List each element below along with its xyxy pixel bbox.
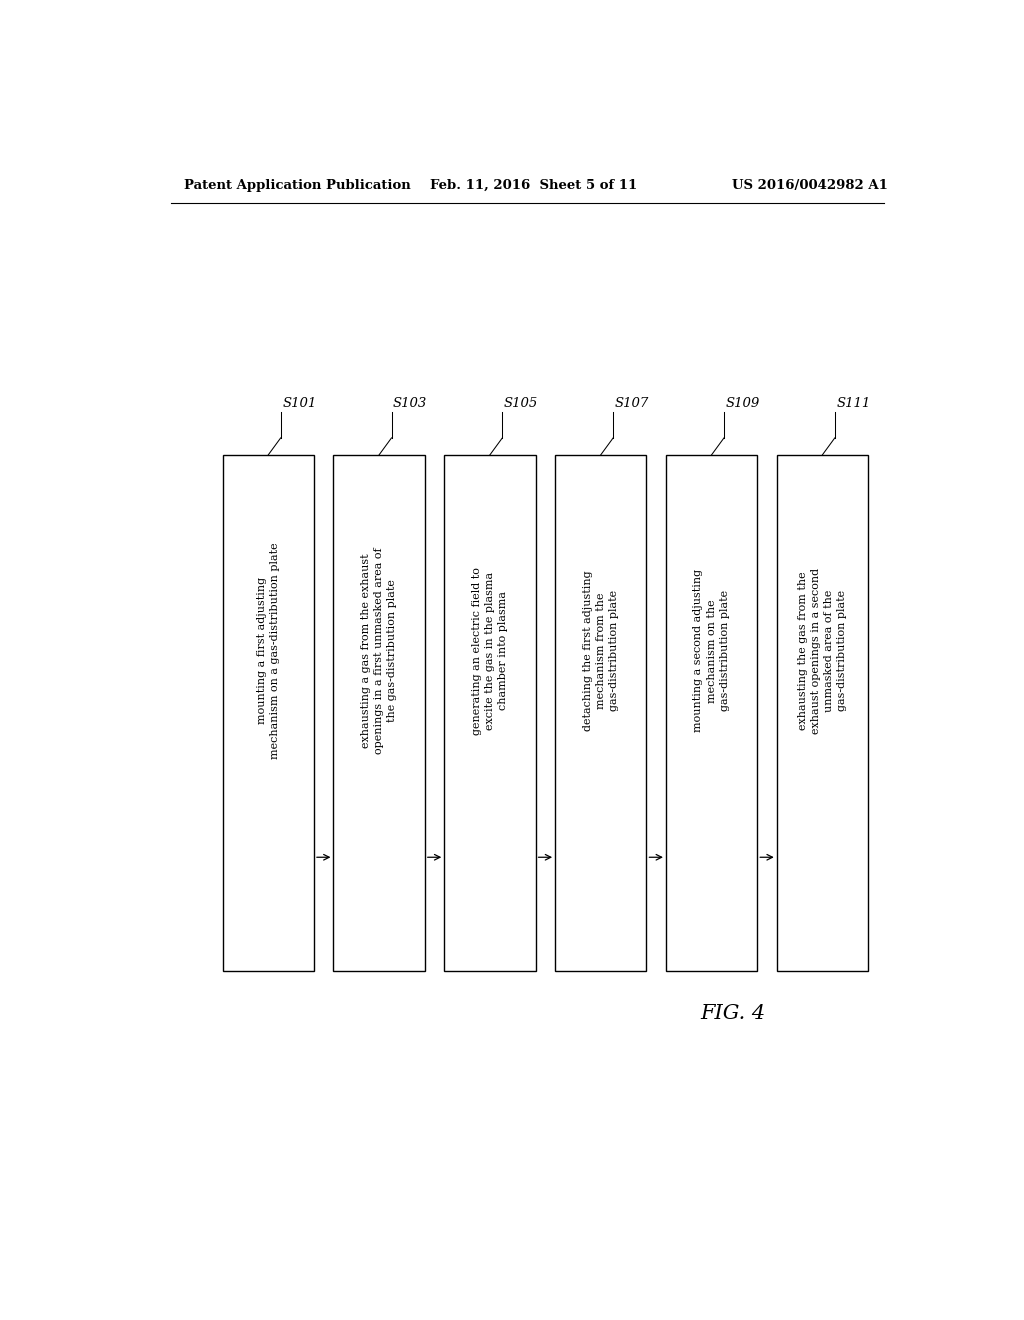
Text: generating an electric field to
excite the gas in the plasma
chamber into plasma: generating an electric field to excite t… — [472, 568, 508, 735]
Text: Feb. 11, 2016  Sheet 5 of 11: Feb. 11, 2016 Sheet 5 of 11 — [430, 178, 638, 191]
Text: S111: S111 — [837, 397, 870, 411]
Text: detaching the first adjusting
mechanism from the
gas-distribution plate: detaching the first adjusting mechanism … — [583, 570, 618, 731]
Bar — [222, 455, 314, 970]
Bar — [334, 455, 425, 970]
Bar — [555, 455, 646, 970]
Text: mounting a second adjusting
mechanism on the
gas-distribution plate: mounting a second adjusting mechanism on… — [693, 569, 730, 733]
Text: S109: S109 — [726, 397, 760, 411]
Bar — [444, 455, 536, 970]
Text: exhausting the gas from the
exhaust openings in a second
unmasked area of the
ga: exhausting the gas from the exhaust open… — [798, 568, 847, 734]
Text: mounting a first adjusting
mechanism on a gas-distribution plate: mounting a first adjusting mechanism on … — [257, 543, 280, 759]
Text: FIG. 4: FIG. 4 — [700, 1003, 765, 1023]
Text: S105: S105 — [504, 397, 539, 411]
Text: US 2016/0042982 A1: US 2016/0042982 A1 — [732, 178, 889, 191]
Bar — [666, 455, 758, 970]
Text: S101: S101 — [283, 397, 316, 411]
Text: S107: S107 — [614, 397, 649, 411]
Text: exhausting a gas from the exhaust
openings in a first unmasked area of
the gas-d: exhausting a gas from the exhaust openin… — [360, 548, 397, 754]
Text: S103: S103 — [393, 397, 427, 411]
Bar — [776, 455, 868, 970]
Text: Patent Application Publication: Patent Application Publication — [183, 178, 411, 191]
